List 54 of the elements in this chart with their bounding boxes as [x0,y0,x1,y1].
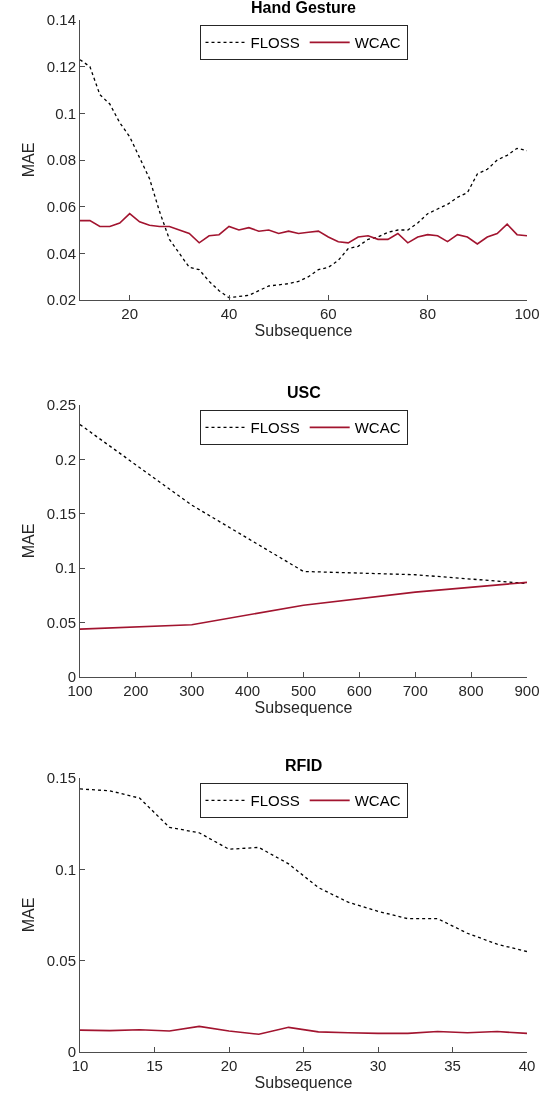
x-tick-label: 400 [235,682,261,699]
line-series [80,212,527,245]
y-tick-label: 0.1 [55,104,76,122]
x-tick-label: 35 [444,1057,461,1074]
line-series [80,581,527,630]
y-tick-label: 0.05 [46,613,76,631]
chart-title: USC [287,384,322,401]
y-tick-label: 0.06 [46,197,76,215]
line-series [80,423,527,585]
x-tick-label: 300 [179,682,205,699]
y-axis-title: MAE [19,897,37,933]
x-tick-label: 40 [220,305,238,322]
y-tick-label: 0.1 [55,559,76,577]
y-axis-title: MAE [19,142,37,178]
y-tick-label: 0.08 [46,151,76,169]
legend-label: FLOSS [250,792,300,810]
x-tick-label: 800 [458,682,484,699]
legend-label: WCAC [354,34,401,52]
x-tick-label: 20 [220,1057,238,1074]
y-tick-label: 0.25 [46,396,76,414]
x-tick-label: 25 [295,1057,312,1074]
line-series [80,1025,527,1036]
x-tick-label: 200 [123,682,149,699]
x-tick-label: 40 [518,1057,536,1074]
legend-label: FLOSS [250,419,300,437]
y-tick-label: 0.12 [46,57,76,75]
x-tick-label: 100 [514,305,540,322]
y-tick-label: 0.14 [46,11,76,29]
x-tick-label: 600 [346,682,372,699]
y-tick-label: 0.05 [46,951,76,969]
y-tick-label: 0.02 [46,291,76,309]
y-tick-label: 0.15 [46,769,76,787]
legend-label: WCAC [354,419,401,437]
x-tick-label: 500 [290,682,317,699]
legend-label: WCAC [354,792,401,810]
y-tick-label: 0.04 [46,244,76,262]
x-tick-label: 700 [402,682,428,699]
y-axis-title: MAE [19,523,37,559]
x-axis-title: Subsequence [254,1074,353,1091]
x-tick-label: 30 [369,1057,387,1074]
y-tick-label: 0.2 [55,450,76,468]
line-series [80,788,527,953]
x-axis-title: Subsequence [254,322,353,339]
x-tick-label: 80 [419,305,437,322]
x-tick-label: 20 [121,305,139,322]
x-tick-label: 900 [514,682,540,699]
legend-label: FLOSS [250,34,300,52]
chart-title: RFID [285,757,323,774]
y-tick-label: 0.15 [46,505,76,523]
x-tick-label: 15 [146,1057,163,1074]
x-axis-title: Subsequence [254,699,353,716]
x-tick-label: 60 [319,305,337,322]
y-tick-label: 0.1 [55,860,76,878]
chart-title: Hand Gesture [251,0,357,16]
